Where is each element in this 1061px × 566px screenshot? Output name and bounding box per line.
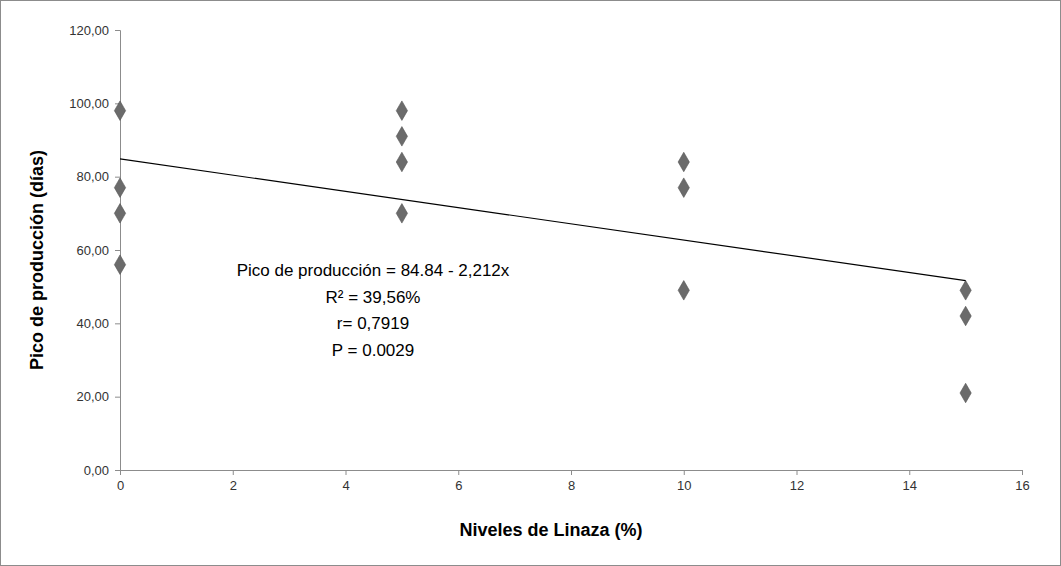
x-tick: 4	[342, 470, 349, 493]
data-point	[114, 204, 125, 224]
x-tick-label: 0	[117, 478, 124, 493]
x-tick-label: 14	[903, 478, 917, 493]
y-axis-line	[115, 31, 121, 471]
data-point	[678, 281, 689, 301]
x-tick: 6	[455, 470, 462, 493]
x-tick: 2	[230, 470, 237, 493]
y-tick: 60,00	[76, 243, 120, 258]
y-tick: 120,00	[69, 23, 120, 38]
x-tick-label: 12	[790, 478, 804, 493]
x-tick-mark	[684, 470, 685, 475]
annotations: Pico de producción = 84.84 - 2,212x R² = …	[237, 261, 510, 360]
y-tick-mark	[115, 397, 120, 398]
y-tick-label: 120,00	[69, 23, 109, 38]
y-tick: 0,00	[84, 463, 120, 478]
y-axis-title: Pico de producción (días)	[27, 150, 47, 370]
data-point	[114, 255, 125, 275]
annotation: P = 0.0029	[332, 341, 414, 360]
y-tick-mark	[115, 250, 120, 251]
x-tick: 10	[677, 470, 691, 493]
y-tick-mark	[115, 177, 120, 178]
y-tick: 20,00	[76, 389, 120, 404]
x-tick-label: 16	[1015, 478, 1029, 493]
y-tick: 80,00	[76, 169, 120, 184]
y-tick: 100,00	[69, 96, 120, 111]
data-point	[960, 281, 971, 301]
x-axis-title: Niveles de Linaza (%)	[459, 520, 642, 540]
data-point	[960, 306, 971, 326]
annotation: Pico de producción = 84.84 - 2,212x	[237, 261, 510, 280]
x-tick: 8	[568, 470, 575, 493]
x-tick-label: 8	[568, 478, 575, 493]
x-tick-mark	[571, 470, 572, 475]
y-tick-mark	[115, 470, 120, 471]
data-point	[114, 101, 125, 121]
plot-area	[114, 101, 971, 403]
data-point	[396, 101, 407, 121]
data-point	[678, 152, 689, 172]
y-tick-label: 40,00	[76, 316, 109, 331]
x-tick-mark	[346, 470, 347, 475]
y-tick-label: 60,00	[76, 243, 109, 258]
x-tick-label: 10	[677, 478, 691, 493]
y-tick: 40,00	[76, 316, 120, 331]
x-tick: 14	[903, 470, 917, 493]
x-tick-mark	[1022, 470, 1023, 475]
x-tick-mark	[797, 470, 798, 475]
x-tick-mark	[458, 470, 459, 475]
y-tick-label: 100,00	[69, 96, 109, 111]
annotation: r= 0,7919	[337, 314, 409, 333]
data-point	[960, 383, 971, 403]
chart: 0 2 4 6 8 10 12 14 16 0,00 20,00 40,00 60,00 80,00 100…	[0, 0, 1061, 566]
annotation: R² = 39,56%	[326, 288, 421, 307]
chart-border	[1, 1, 1061, 566]
x-axis: 0 2 4 6 8 10 12 14 16	[117, 470, 1030, 493]
trend-line	[120, 159, 966, 281]
y-tick-label: 20,00	[76, 389, 109, 404]
data-point	[396, 204, 407, 224]
x-tick-mark	[909, 470, 910, 475]
x-tick: 16	[1015, 470, 1029, 493]
y-axis: 0,00 20,00 40,00 60,00 80,00 100,00 120,00	[69, 23, 120, 478]
x-tick-label: 2	[230, 478, 237, 493]
data-point	[678, 178, 689, 198]
data-point	[396, 127, 407, 147]
y-tick-mark	[115, 30, 120, 31]
x-tick: 0	[117, 470, 124, 493]
y-tick-label: 0,00	[84, 463, 109, 478]
x-tick-label: 4	[342, 478, 349, 493]
x-tick-mark	[233, 470, 234, 475]
x-tick: 12	[790, 470, 804, 493]
y-tick-label: 80,00	[76, 169, 109, 184]
data-point	[114, 178, 125, 198]
y-tick-mark	[115, 323, 120, 324]
data-point	[396, 152, 407, 172]
x-tick-label: 6	[455, 478, 462, 493]
x-axis-line	[121, 471, 1023, 476]
